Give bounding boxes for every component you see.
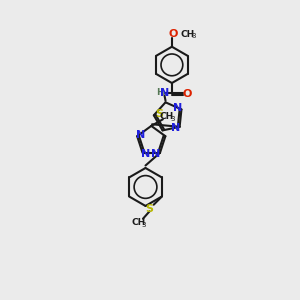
Text: N: N: [136, 130, 145, 140]
Text: N: N: [160, 88, 169, 98]
Text: CH: CH: [181, 30, 195, 39]
Text: N: N: [171, 123, 180, 133]
Text: 3: 3: [170, 116, 175, 122]
Text: N: N: [141, 148, 151, 159]
Text: H: H: [157, 88, 164, 97]
Text: CH: CH: [132, 218, 146, 227]
Text: 3: 3: [142, 222, 146, 228]
Text: S: S: [146, 204, 154, 214]
Text: 3: 3: [191, 33, 196, 39]
Text: N: N: [173, 103, 182, 113]
Text: O: O: [182, 89, 191, 99]
Text: S: S: [155, 110, 163, 119]
Text: CH: CH: [160, 112, 174, 122]
Text: O: O: [168, 29, 177, 39]
Text: N: N: [151, 149, 160, 159]
